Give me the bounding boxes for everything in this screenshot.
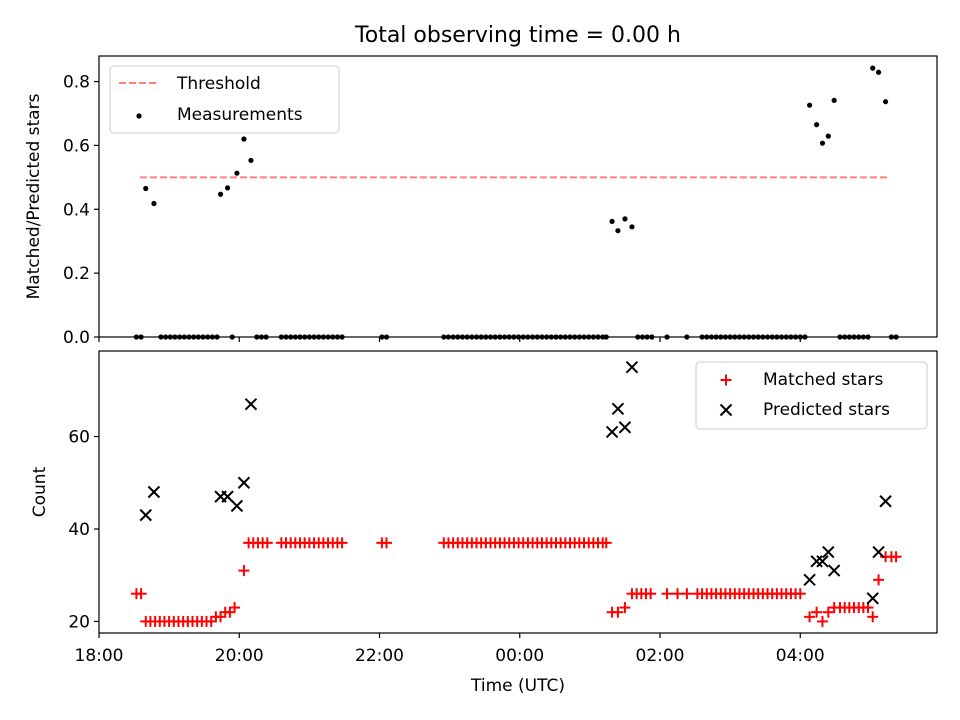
x-tick-label: 20:00 <box>215 646 264 666</box>
measurement-point <box>629 224 635 230</box>
x-tick-label: 02:00 <box>636 646 685 666</box>
matched-point <box>261 537 273 549</box>
count-plot-area <box>130 360 902 627</box>
matched-point <box>600 537 612 549</box>
measurement-point <box>241 136 247 142</box>
predicted-point <box>816 555 829 568</box>
y-tick-label: 60 <box>68 428 90 448</box>
measurement-point <box>875 69 882 75</box>
predicted-point <box>605 425 619 439</box>
matched-point <box>645 588 657 600</box>
measurement-point <box>831 97 837 103</box>
matched-point <box>867 611 879 623</box>
legend-plus-marker <box>720 374 732 386</box>
measurement-point <box>143 185 149 192</box>
y-tick-label: 0.8 <box>63 73 90 93</box>
measurement-point <box>825 133 831 139</box>
measurement-point <box>819 140 826 146</box>
legend-measurements-swatch <box>136 113 142 119</box>
matched-point <box>822 606 834 618</box>
measurement-point <box>248 157 254 164</box>
measurement-point <box>807 102 813 108</box>
predicted-point <box>803 573 816 587</box>
legend-box <box>695 361 928 430</box>
matched-point <box>672 588 684 600</box>
legend-predicted-label: Predicted stars <box>763 400 890 420</box>
predicted-point <box>139 508 152 522</box>
ratio-legend: Threshold Measurements <box>109 65 340 134</box>
measurement-point <box>882 99 889 105</box>
matched-point <box>336 537 348 549</box>
legend-box <box>109 65 340 134</box>
matched-point <box>890 551 902 563</box>
count-panel: 20 40 60 18:00 20:00 22:00 00:00 02:00 04:00 Co… <box>30 350 938 696</box>
y-tick-label: 0.2 <box>63 264 90 284</box>
ratio-x-axis <box>98 337 801 342</box>
y-tick-label: 40 <box>68 520 90 540</box>
x-tick-label: 18:00 <box>75 646 124 666</box>
matched-point <box>619 602 631 614</box>
measurement-point <box>622 216 628 222</box>
y-tick-label: 0.0 <box>63 328 90 348</box>
legend-predicted-swatch <box>719 403 733 417</box>
count-y-label: Count <box>30 466 50 517</box>
matched-point <box>135 588 147 600</box>
figure-title: Total observing time = 0.00 h <box>354 23 681 48</box>
count-legend: Matched stars Predicted stars <box>695 361 928 430</box>
measurement-point <box>151 200 157 207</box>
predicted-point <box>879 495 892 508</box>
y-tick-label: 0.4 <box>63 200 90 220</box>
measurement-point <box>615 228 621 234</box>
x-axis-label: Time (UTC) <box>470 676 565 696</box>
measurement-point <box>609 218 615 225</box>
measurement-point <box>217 191 224 197</box>
measurement-point <box>870 65 876 71</box>
predicted-point <box>822 545 835 559</box>
count-axes-frame <box>98 350 938 634</box>
matched-point <box>794 588 806 600</box>
ratio-y-axis: 0.0 0.2 0.4 0.6 0.8 <box>63 73 99 348</box>
legend-threshold-label: Threshold <box>176 74 261 94</box>
measurement-point <box>224 185 231 191</box>
predicted-point <box>810 555 823 568</box>
matched-point <box>381 537 393 549</box>
count-x-axis: 18:00 20:00 22:00 00:00 02:00 04:00 <box>75 633 825 666</box>
x-tick-label: 22:00 <box>355 646 404 666</box>
predicted-point <box>237 476 251 489</box>
ratio-axes-frame <box>98 55 938 338</box>
matched-point <box>229 602 241 614</box>
matched-point <box>873 574 885 586</box>
predicted-point <box>147 485 161 499</box>
matched-point <box>661 588 673 600</box>
predicted-point <box>625 360 639 374</box>
predicted-point <box>866 592 879 605</box>
predicted-point <box>611 402 625 415</box>
predicted-point <box>618 421 632 434</box>
legend-x-marker <box>719 403 733 417</box>
legend-matched-label: Matched stars <box>763 370 883 390</box>
predicted-point <box>827 564 841 577</box>
matched-point <box>238 565 250 577</box>
predicted-point <box>872 545 885 559</box>
measurement-point <box>814 122 820 128</box>
measurement-point <box>234 170 240 176</box>
y-tick-label: 0.6 <box>63 136 90 156</box>
legend-measurements-label: Measurements <box>177 105 303 125</box>
ratio-panel: 0.00.20.40.60.8 Matched/Predicted stars … <box>24 55 938 348</box>
x-tick-label: 00:00 <box>495 646 544 666</box>
y-tick-label: 20 <box>68 612 90 632</box>
ratio-y-label: Matched/Predicted stars <box>24 93 44 299</box>
count-y-axis: 20 40 60 <box>68 428 99 632</box>
matched-point <box>681 588 693 600</box>
matched-point <box>816 615 828 627</box>
matched-point <box>612 606 624 618</box>
legend-matched-swatch <box>720 374 732 386</box>
x-tick-label: 04:00 <box>776 646 825 666</box>
matched-point <box>804 611 816 623</box>
matched-point <box>811 606 823 618</box>
predicted-point <box>244 397 258 411</box>
predicted-point <box>221 490 234 503</box>
predicted-point <box>230 499 244 513</box>
